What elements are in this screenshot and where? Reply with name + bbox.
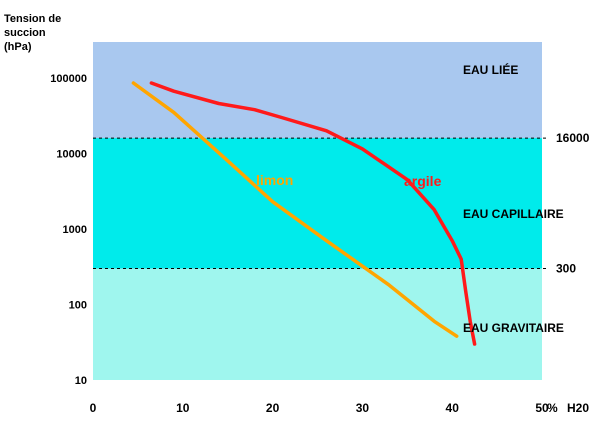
- x-tick-label-30: 30: [356, 401, 370, 415]
- point-argile-3: [254, 109, 256, 111]
- point-limon-6: [433, 320, 435, 322]
- point-argile-4: [281, 117, 283, 118]
- x-tick-label-40: 40: [446, 401, 460, 415]
- point-limon-1: [173, 111, 175, 113]
- threshold-label-16000: 16000: [556, 131, 590, 145]
- series-label-argile: argile: [404, 173, 442, 189]
- point-argile-10: [460, 258, 462, 260]
- point-limon-4: [326, 240, 327, 242]
- point-argile-6: [361, 148, 363, 150]
- x-tick-label-10: 10: [176, 401, 190, 415]
- point-argile-1: [173, 90, 175, 92]
- point-limon-0: [132, 82, 134, 84]
- labels-layer: EAU LIÉE EAU CAPILLAIRE EAU GRAVITAIRE 1600…: [256, 62, 590, 335]
- x-axis-label: H20: [567, 401, 589, 415]
- y-axis-title: Tension de succion (hPa): [4, 12, 61, 54]
- point-limon-7: [456, 335, 458, 337]
- y-tick-label-100: 100: [69, 300, 87, 312]
- point-limon-2: [227, 160, 229, 162]
- point-limon-3: [272, 201, 274, 203]
- point-argile-0: [150, 82, 152, 84]
- thresholds-layer: [93, 137, 548, 269]
- y-tick-label-1000: 1000: [63, 224, 87, 236]
- series-line-limon: [131, 81, 459, 338]
- point-argile-7: [406, 179, 408, 181]
- threshold-label-300: 300: [556, 261, 576, 275]
- y-axis-title-line-1: Tension de: [4, 13, 62, 25]
- zone-band-eau-capillaire: [93, 138, 542, 269]
- zone-label-eau-liee: EAU LIÉE: [463, 62, 518, 77]
- series-label-limon: limon: [256, 172, 293, 188]
- y-tick-label-100000: 100000: [50, 73, 87, 85]
- point-limon-5: [388, 284, 390, 286]
- x-tick-label-50: 50: [535, 401, 549, 415]
- x-tick-label-20: 20: [266, 401, 280, 415]
- x-axis-unit-prefix: %: [547, 401, 558, 415]
- y-tick-label-10: 10: [75, 375, 87, 387]
- series-line-argile: [149, 81, 477, 346]
- x-tick-label-0: 0: [90, 401, 97, 415]
- y-tick-label-10000: 10000: [56, 149, 87, 161]
- zone-label-eau-capillaire: EAU CAPILLAIRE: [463, 207, 564, 221]
- y-axis-title-line-2: succion: [4, 27, 46, 39]
- zone-label-eau-gravitaire: EAU GRAVITAIRE: [463, 321, 564, 335]
- point-argile-13: [474, 343, 476, 345]
- zone-band-eau-gravitaire: [93, 268, 542, 380]
- point-argile-5: [326, 130, 327, 132]
- series-layer: [131, 81, 477, 346]
- point-argile-9: [451, 240, 453, 242]
- point-argile-11: [465, 290, 467, 292]
- point-argile-2: [218, 103, 220, 104]
- zone-band-eau-liee: [93, 42, 542, 139]
- y-axis-title-line-3: (hPa): [4, 41, 32, 53]
- point-argile-12: [469, 320, 471, 322]
- point-argile-8: [433, 209, 435, 211]
